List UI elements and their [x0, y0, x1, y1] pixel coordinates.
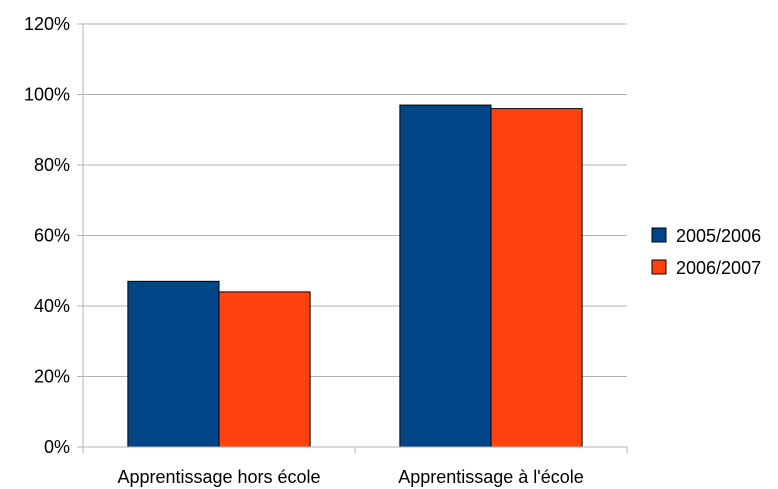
legend-swatch [651, 259, 667, 275]
bar-2005-2006-0 [127, 280, 220, 448]
y-tick-label: 0% [44, 437, 70, 457]
bars [127, 104, 583, 448]
y-tick-labels: 0% 20% 40% 60% 80% 100% 120% [24, 14, 70, 457]
x-tick-labels: Apprentissage hors école Apprentissage à … [117, 467, 583, 487]
legend: 2005/2006 2006/2007 [651, 226, 761, 278]
legend-label: 2005/2006 [676, 226, 761, 246]
bar-2006-2007-1 [490, 108, 583, 448]
x-tick-label: Apprentissage à l'école [398, 467, 584, 487]
y-tick-label: 60% [34, 226, 70, 246]
x-tick-label: Apprentissage hors école [117, 467, 320, 487]
bar-2006-2007-0 [218, 291, 311, 448]
y-tick-label: 20% [34, 367, 70, 387]
y-tick-label: 100% [24, 85, 70, 105]
axes [77, 23, 628, 453]
legend-swatch [651, 227, 667, 243]
bar-2005-2006-1 [399, 104, 492, 448]
y-tick-label: 40% [34, 296, 70, 316]
y-tick-label: 120% [24, 14, 70, 34]
y-tick-label: 80% [34, 155, 70, 175]
legend-label: 2006/2007 [676, 258, 761, 278]
